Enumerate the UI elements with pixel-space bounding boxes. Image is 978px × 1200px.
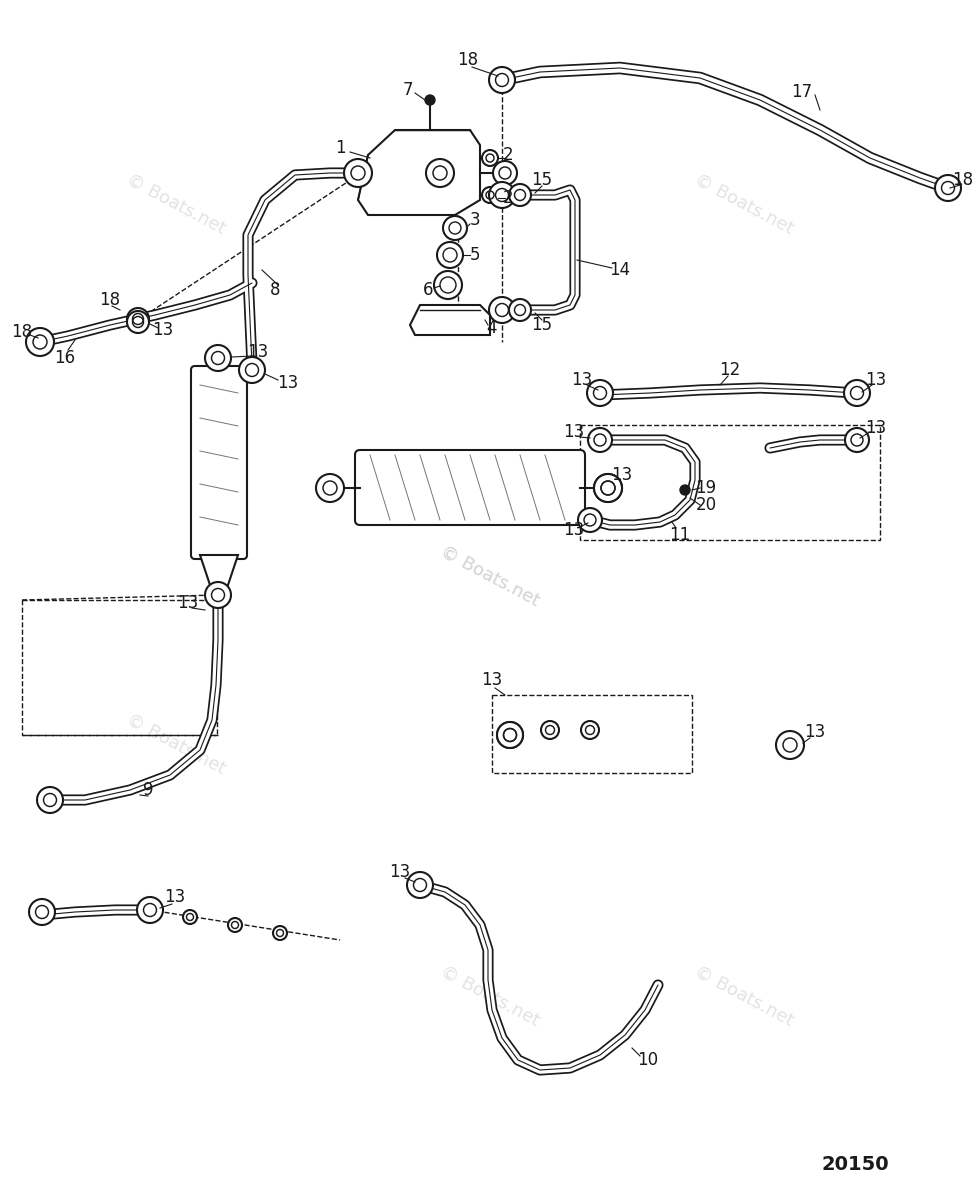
- Circle shape: [204, 582, 231, 608]
- Text: 18: 18: [457, 52, 478, 70]
- Text: 13: 13: [177, 594, 199, 612]
- Text: © Boats.net: © Boats.net: [436, 962, 542, 1030]
- Circle shape: [587, 380, 612, 406]
- Text: 7: 7: [402, 82, 413, 100]
- Circle shape: [26, 328, 54, 356]
- Circle shape: [680, 485, 689, 494]
- Bar: [22, 600, 217, 734]
- Text: 13: 13: [571, 371, 592, 389]
- Circle shape: [497, 722, 522, 748]
- Circle shape: [488, 182, 514, 208]
- Text: 13: 13: [562, 422, 584, 440]
- Text: 15: 15: [531, 172, 552, 190]
- Polygon shape: [358, 130, 479, 215]
- Text: 13: 13: [562, 521, 584, 539]
- Text: 14: 14: [609, 262, 630, 280]
- Circle shape: [316, 474, 343, 502]
- Circle shape: [509, 299, 530, 322]
- Circle shape: [493, 161, 516, 185]
- Circle shape: [443, 216, 467, 240]
- Circle shape: [228, 918, 242, 932]
- Circle shape: [273, 926, 287, 940]
- Circle shape: [239, 358, 265, 383]
- Text: 2: 2: [502, 146, 512, 164]
- Text: 13: 13: [481, 671, 502, 689]
- Text: 1: 1: [334, 139, 345, 157]
- Text: 13: 13: [865, 419, 886, 437]
- Circle shape: [204, 346, 231, 371]
- Text: 13: 13: [153, 322, 173, 340]
- Circle shape: [580, 721, 599, 739]
- Text: © Boats.net: © Boats.net: [690, 170, 796, 238]
- Text: 6: 6: [422, 281, 433, 299]
- Circle shape: [433, 271, 462, 299]
- Text: © Boats.net: © Boats.net: [436, 542, 542, 610]
- Circle shape: [934, 175, 960, 202]
- Bar: [492, 695, 691, 773]
- Bar: [579, 425, 879, 540]
- Text: 2: 2: [502, 190, 512, 208]
- Text: 5: 5: [469, 246, 480, 264]
- Text: 4: 4: [486, 319, 497, 337]
- Text: © Boats.net: © Boats.net: [123, 170, 229, 238]
- Circle shape: [488, 67, 514, 94]
- Circle shape: [137, 896, 162, 923]
- Text: 13: 13: [865, 371, 886, 389]
- Circle shape: [29, 899, 55, 925]
- Text: 13: 13: [804, 722, 824, 740]
- Text: © Boats.net: © Boats.net: [436, 542, 542, 610]
- Circle shape: [343, 158, 372, 187]
- Circle shape: [776, 731, 803, 758]
- Text: 12: 12: [719, 361, 740, 379]
- Text: © Boats.net: © Boats.net: [690, 962, 796, 1030]
- Circle shape: [843, 380, 869, 406]
- Text: 16: 16: [55, 349, 75, 367]
- Circle shape: [481, 150, 498, 166]
- Circle shape: [594, 474, 621, 502]
- Circle shape: [37, 787, 63, 814]
- Text: 13: 13: [164, 888, 186, 906]
- Text: 15: 15: [531, 316, 552, 334]
- FancyBboxPatch shape: [355, 450, 585, 526]
- Text: 3: 3: [469, 211, 480, 229]
- Circle shape: [497, 722, 522, 748]
- Text: 20150: 20150: [821, 1156, 888, 1175]
- Polygon shape: [410, 305, 490, 335]
- Circle shape: [844, 428, 868, 452]
- Circle shape: [127, 308, 149, 330]
- FancyBboxPatch shape: [191, 366, 246, 559]
- Circle shape: [577, 508, 601, 532]
- Circle shape: [588, 428, 611, 452]
- Text: 8: 8: [270, 281, 280, 299]
- Circle shape: [481, 187, 498, 203]
- Circle shape: [183, 910, 197, 924]
- Text: 17: 17: [790, 83, 812, 101]
- Text: 13: 13: [247, 343, 268, 361]
- Circle shape: [424, 95, 434, 106]
- Text: 11: 11: [669, 526, 689, 544]
- Circle shape: [509, 184, 530, 206]
- Circle shape: [407, 872, 432, 898]
- Text: 9: 9: [143, 781, 154, 799]
- Circle shape: [127, 311, 149, 334]
- Text: © Boats.net: © Boats.net: [123, 710, 229, 778]
- Text: 20: 20: [694, 496, 716, 514]
- Text: 13: 13: [389, 863, 410, 881]
- Circle shape: [436, 242, 463, 268]
- Circle shape: [541, 721, 558, 739]
- Text: 19: 19: [694, 479, 716, 497]
- Text: 13: 13: [277, 374, 298, 392]
- Text: 10: 10: [637, 1051, 658, 1069]
- Circle shape: [488, 298, 514, 323]
- Circle shape: [594, 474, 621, 502]
- Text: 13: 13: [610, 466, 632, 484]
- Polygon shape: [200, 554, 238, 584]
- Circle shape: [425, 158, 454, 187]
- Text: 18: 18: [952, 172, 972, 190]
- Text: 18: 18: [12, 323, 32, 341]
- Text: 18: 18: [100, 292, 120, 310]
